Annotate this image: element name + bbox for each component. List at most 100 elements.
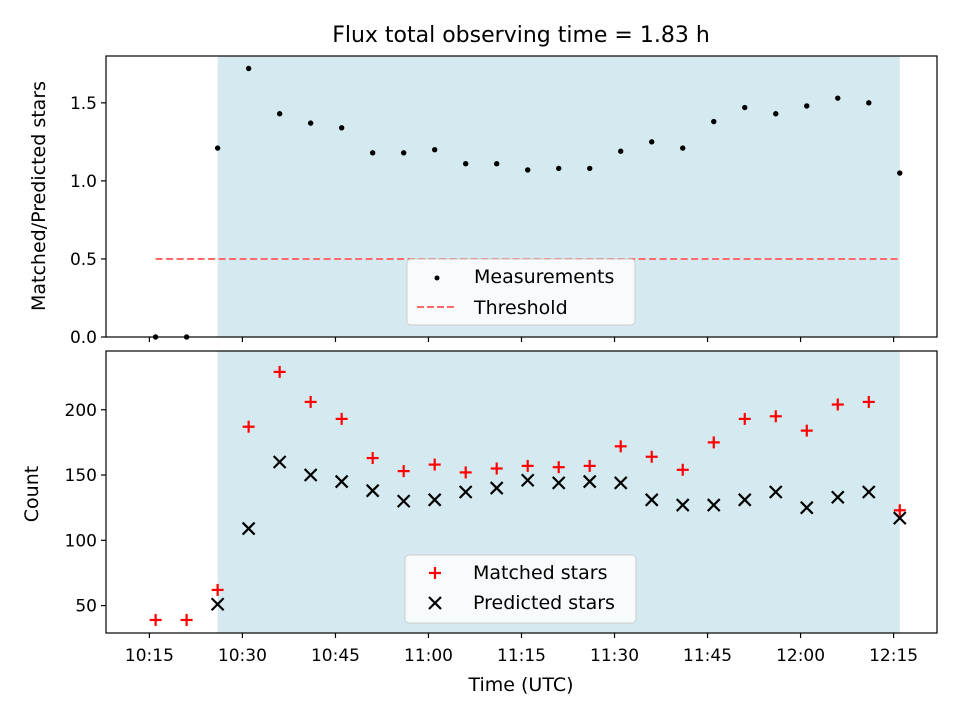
matched-star-point bbox=[180, 613, 193, 626]
bottom-panel-y-axis: 50 100 150 200 bbox=[65, 401, 106, 617]
legend-predicted-label: Predicted stars bbox=[473, 592, 615, 614]
top-panel-ylabel: Matched/Predicted stars bbox=[28, 81, 50, 311]
measurement-point bbox=[804, 103, 810, 109]
bottom-panel-x-ticks: 10:15 10:30 10:45 11:00 11:15 11:30 11:45 12:00… bbox=[125, 633, 918, 666]
predicted-star-point bbox=[520, 473, 535, 488]
y-tick-label: 1.0 bbox=[70, 172, 97, 192]
matched-star-point bbox=[397, 465, 410, 478]
matched-star-point bbox=[800, 424, 813, 437]
y-tick-label: 100 bbox=[65, 531, 97, 551]
predicted-star-point bbox=[768, 485, 783, 499]
measurement-point bbox=[338, 125, 345, 131]
predicted-star-point bbox=[210, 597, 225, 612]
y-tick-label: 0.0 bbox=[70, 328, 97, 348]
matched-star-point bbox=[707, 436, 720, 449]
matched-star-point bbox=[459, 466, 472, 479]
y-tick-label: 0.5 bbox=[70, 250, 97, 270]
legend-threshold-label: Threshold bbox=[473, 297, 568, 319]
top-panel-x-ticks bbox=[148, 337, 895, 342]
predicted-star-point bbox=[613, 476, 628, 490]
matched-star-point bbox=[645, 450, 658, 463]
top-panel: 0.0 0.5 1.0 1.5 Matched/Predicted stars Mea… bbox=[28, 55, 938, 348]
legend-measurements-label: Measurements bbox=[474, 266, 614, 288]
x-tick-label: 11:00 bbox=[404, 646, 453, 666]
predicted-star-point bbox=[706, 498, 721, 512]
predicted-star-point bbox=[458, 485, 473, 499]
bottom-panel-ylabel: Count bbox=[21, 466, 43, 522]
measurement-point bbox=[276, 111, 283, 117]
y-tick-label: 50 bbox=[75, 597, 97, 617]
matched-star-point bbox=[304, 395, 317, 408]
predicted-star-point bbox=[737, 493, 752, 507]
x-tick-label: 12:15 bbox=[869, 646, 918, 666]
matched-star-point bbox=[428, 458, 441, 471]
measurement-point bbox=[493, 161, 500, 167]
matched-star-point bbox=[893, 504, 906, 517]
predicted-star-point bbox=[582, 474, 597, 489]
predicted-star-point bbox=[334, 474, 349, 489]
measurement-point bbox=[680, 145, 686, 151]
matched-star-point bbox=[242, 420, 255, 433]
measurement-point bbox=[742, 104, 748, 111]
measurement-point bbox=[400, 150, 407, 156]
measurement-point bbox=[245, 65, 252, 72]
y-tick-label: 200 bbox=[65, 401, 97, 421]
measurement-point bbox=[897, 170, 903, 176]
x-tick-label: 10:45 bbox=[311, 646, 360, 666]
legend-matched-label: Matched stars bbox=[473, 562, 607, 584]
x-tick-label: 11:45 bbox=[683, 646, 732, 666]
measurement-point bbox=[431, 146, 438, 153]
matched-star-point bbox=[211, 583, 224, 596]
matched-star-point bbox=[552, 461, 565, 474]
matched-star-point bbox=[738, 412, 751, 425]
predicted-star-point bbox=[241, 521, 256, 536]
predicted-star-point bbox=[365, 483, 380, 498]
matched-star-point bbox=[583, 459, 596, 472]
bottom-panel: 50 100 150 200 10:15 10:30 10:45 11:00 11:15 11:… bbox=[21, 350, 938, 666]
chart-title: Flux total observing time = 1.83 h bbox=[332, 23, 710, 48]
matched-star-point bbox=[676, 463, 689, 476]
legend-measurements-marker bbox=[434, 275, 440, 281]
predicted-star-point bbox=[551, 476, 566, 490]
matched-star-point bbox=[149, 613, 162, 626]
measurement-point bbox=[773, 111, 779, 117]
measurement-point bbox=[711, 118, 717, 125]
matched-star-point bbox=[490, 462, 503, 475]
matched-star-point bbox=[366, 452, 379, 465]
measurement-point bbox=[462, 161, 469, 167]
measurement-point bbox=[587, 165, 593, 172]
x-tick-label: 11:15 bbox=[497, 646, 546, 666]
matched-star-point bbox=[614, 440, 627, 453]
predicted-star-point bbox=[427, 493, 442, 507]
matched-star-point bbox=[273, 365, 286, 378]
predicted-star-point bbox=[644, 493, 659, 507]
y-tick-label: 150 bbox=[65, 466, 97, 486]
matched-star-point bbox=[862, 395, 875, 408]
bottom-panel-marks bbox=[149, 365, 907, 626]
matched-star-point bbox=[831, 398, 844, 411]
x-tick-label: 11:30 bbox=[590, 646, 639, 666]
legend-predicted-marker bbox=[428, 596, 442, 610]
measurement-point bbox=[369, 150, 376, 156]
matched-star-point bbox=[521, 459, 534, 472]
measurement-point bbox=[649, 139, 655, 145]
matched-star-point bbox=[335, 412, 348, 425]
y-tick-label: 1.5 bbox=[70, 94, 97, 114]
measurement-point bbox=[866, 100, 872, 106]
measurement-point bbox=[214, 145, 221, 151]
measurement-point bbox=[525, 167, 531, 173]
measurement-point bbox=[835, 95, 841, 101]
x-tick-label: 10:30 bbox=[218, 646, 267, 666]
matched-star-point bbox=[769, 410, 782, 423]
predicted-star-point bbox=[272, 455, 287, 469]
predicted-star-point bbox=[830, 490, 845, 505]
top-panel-y-axis: 0.0 0.5 1.0 1.5 bbox=[70, 94, 106, 348]
predicted-star-point bbox=[862, 485, 876, 499]
legend-matched-marker bbox=[429, 567, 441, 579]
predicted-star-point bbox=[675, 498, 690, 512]
predicted-star-point bbox=[303, 468, 318, 482]
bottom-legend: Matched stars Predicted stars bbox=[404, 554, 637, 624]
predicted-star-point bbox=[396, 494, 411, 508]
predicted-star-point bbox=[893, 511, 907, 525]
